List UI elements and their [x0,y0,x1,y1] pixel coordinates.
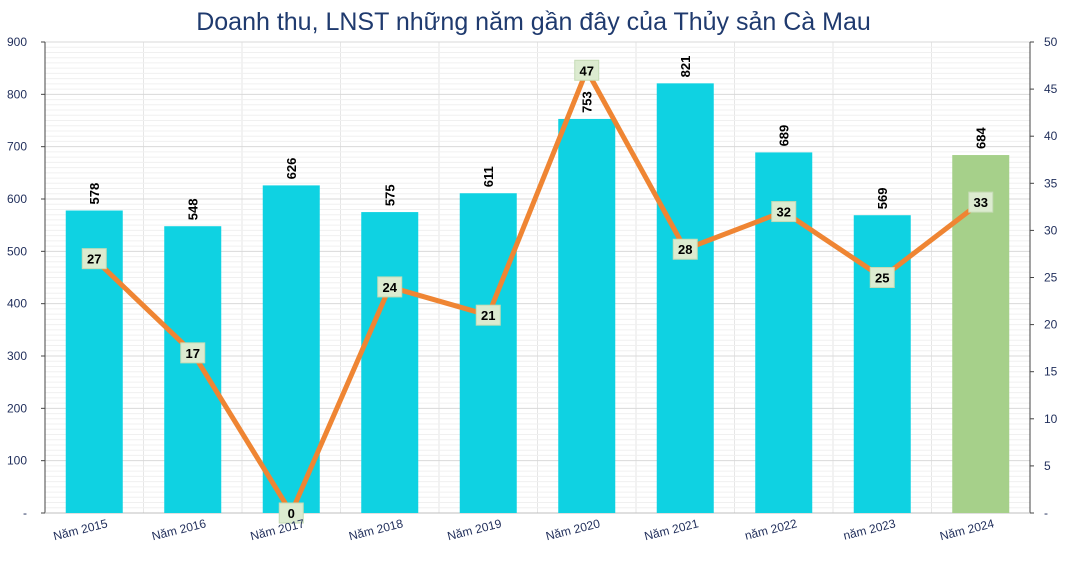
line-label-box [771,201,797,223]
x-tick-label: Năm 2024 [938,516,995,543]
bar-data-label: 548 [186,199,201,221]
chart-title: Doanh thu, LNST những năm gần đây của Th… [196,8,871,36]
y-right-tick-label: 30 [1044,223,1058,237]
line-point: 28 [672,238,698,260]
bar-data-label: 578 [87,183,102,205]
line-label-box [180,342,206,364]
line-data-label: 28 [678,242,692,257]
line-label-box [377,276,403,298]
line-point: 17 [180,342,206,364]
x-tick-label: Năm 2016 [150,516,207,543]
bar-labels: 578 548 626 575 611 753 821 689 569 684 [87,56,989,221]
line-data-label: 21 [481,308,495,323]
x-tick-label: Năm 2021 [643,516,700,543]
y-left-tick-label: 900 [7,35,27,49]
revenue-bar [656,83,714,514]
line-point: 33 [968,191,994,213]
line-label-box [968,191,994,213]
line-point: 24 [377,276,403,298]
line-point: 47 [574,59,600,81]
x-tick-label: Năm 2020 [544,516,601,543]
bar-data-label: 626 [284,158,299,180]
y-right-tick-label: 5 [1044,459,1051,473]
revenue-bar [459,193,517,513]
line-label-box [672,238,698,260]
y-right-tick-label: 45 [1044,82,1058,96]
y-right-tick-label: 50 [1044,35,1058,49]
line-data-label: 24 [383,280,398,295]
x-tick-label: Năm 2019 [446,516,503,543]
line-data-label: 25 [875,271,889,286]
x-tick-label: năm 2022 [743,516,798,543]
y-left-tick-label: 800 [7,87,27,101]
y-left-tick-label: 600 [7,192,27,206]
x-tick-label: Năm 2017 [249,516,306,543]
y-left-tick-label: 300 [7,349,27,363]
bar-data-label: 753 [580,91,595,113]
revenue-bar [558,118,616,514]
x-tick-label: năm 2023 [842,516,897,543]
y-left-tick-label: 400 [7,297,27,311]
bar-data-label: 569 [875,188,890,210]
line-point: 0 [278,502,304,524]
revenue-bar [361,212,419,514]
line-data-label: 32 [777,205,791,220]
bar-data-label: 575 [383,184,398,206]
y-right-tick-label: 40 [1044,129,1058,143]
revenue-bar [164,226,222,514]
line-label-box [81,248,107,270]
y-right-tick-label: 25 [1044,271,1058,285]
line-label-box [869,267,895,288]
y-left-tick-label: 100 [7,454,27,468]
y-left-tick-label: 700 [7,140,27,154]
line-data-label: 47 [580,63,594,78]
y-right-tick-label: - [1044,506,1048,520]
bar-data-label: 684 [974,127,989,149]
y-right-tick-label: 35 [1044,176,1058,190]
y-left-tick-label: 200 [7,401,27,415]
line-label-box [278,502,304,524]
line-data-label: 33 [974,195,988,210]
line-data-label: 17 [186,346,200,361]
profit-line [92,67,983,516]
profit-line-path [92,67,983,516]
y-left-tick-label: 500 [7,244,27,258]
y-left-tick-label: - [23,506,27,520]
line-labels: 27 17 0 24 21 47 28 32 25 33 [81,59,994,524]
y-right-tick-label: 15 [1044,365,1058,379]
line-label-box [475,304,501,326]
line-point: 25 [869,267,895,288]
line-point: 27 [81,248,107,270]
line-label-box [574,59,600,81]
x-tick-label: Năm 2015 [52,516,109,543]
bar-data-label: 611 [481,166,496,187]
y-right-tick-label: 20 [1044,318,1058,332]
x-tick-labels: Năm 2015 Năm 2016 Năm 2017 Năm 2018 Năm 2019… [52,516,996,543]
bar-data-label: 821 [678,56,693,78]
line-point: 21 [475,304,501,326]
y-right-tick-label: 10 [1044,412,1058,426]
revenue-bar [262,185,320,514]
line-point: 32 [771,201,797,223]
bar-data-label: 689 [777,125,792,147]
line-data-label: 27 [87,252,101,267]
x-tick-label: Năm 2018 [347,516,404,543]
line-data-label: 0 [288,506,295,521]
